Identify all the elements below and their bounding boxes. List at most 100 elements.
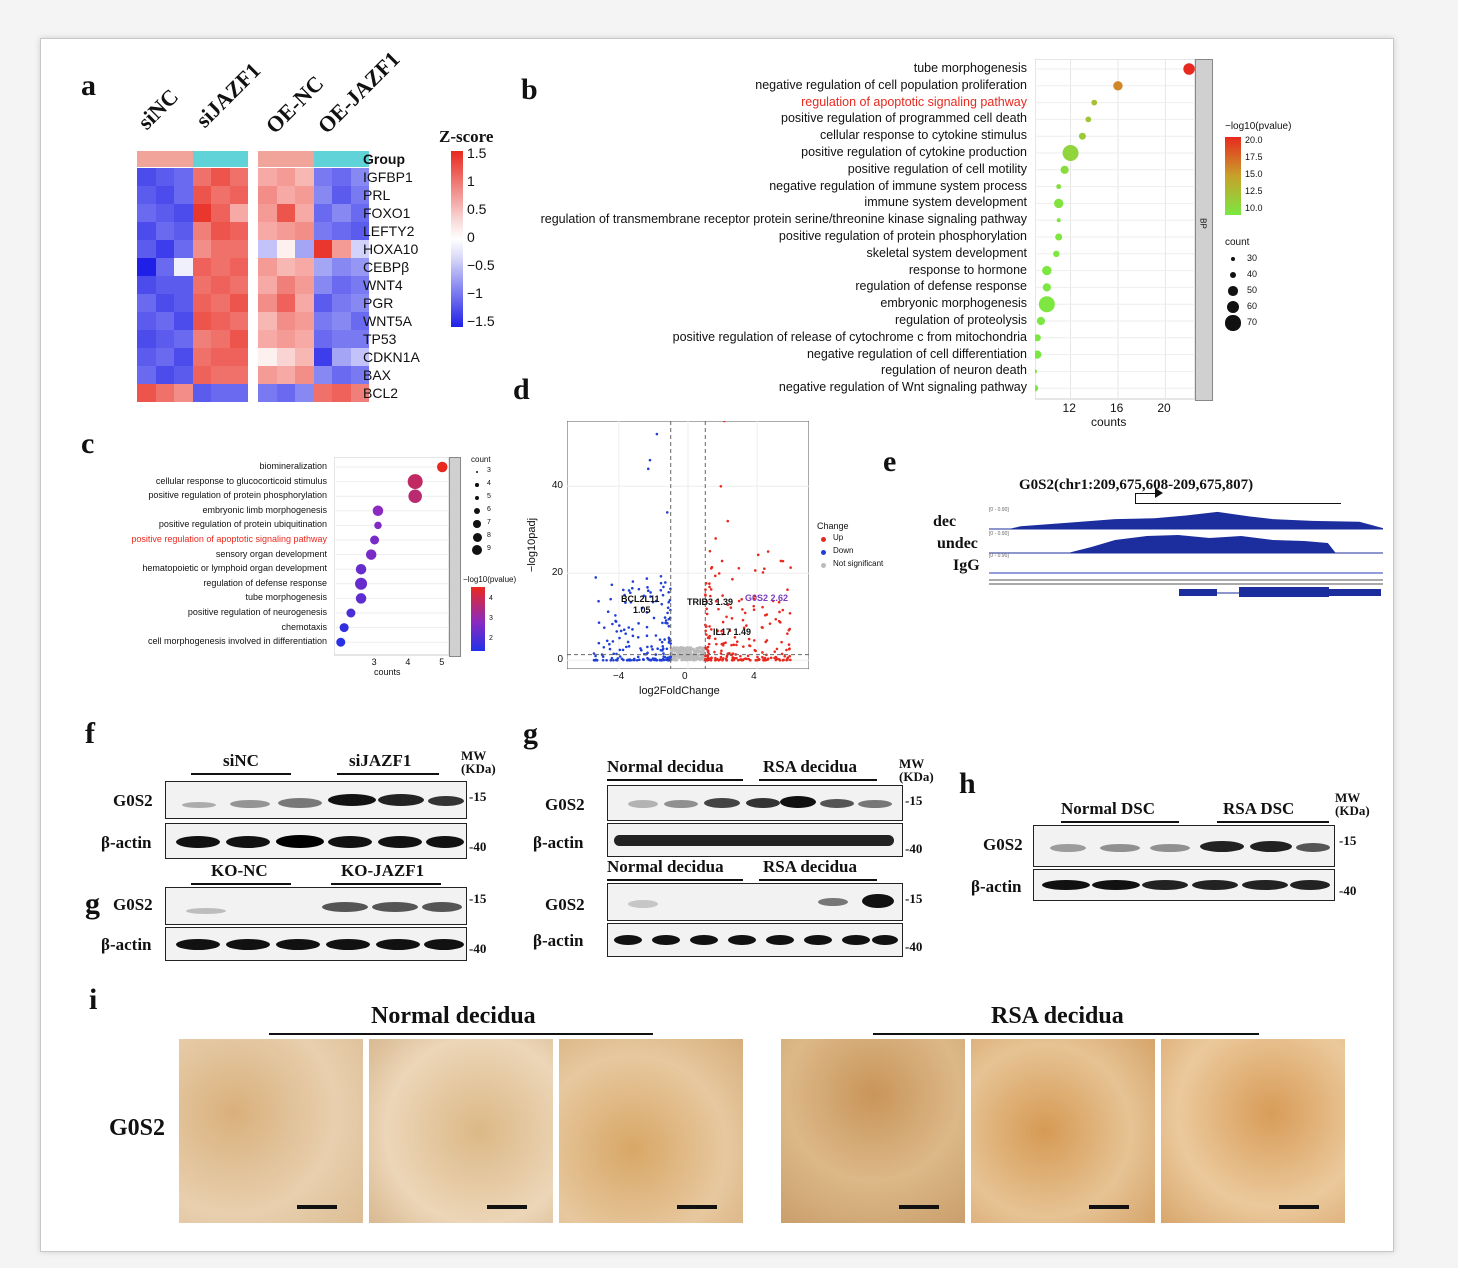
heatmap-cell [313,330,332,348]
figure: a siNC siJAZF1 OE-NC OE-JAZF1 Group IGFB… [40,38,1394,1252]
heatmap-cell [350,240,369,258]
x-tick: 20 [1157,401,1171,415]
volcano-point [636,655,640,659]
volcano-point [787,643,791,646]
volcano-point [708,634,711,638]
volcano-point [664,619,668,622]
f-group-kojazf1: KO-JAZF1 [341,861,425,880]
go-term-label: cellular response to glucocorticoid stim… [155,475,327,486]
heatmap-cell [192,330,211,348]
heatmap-cell [211,294,230,312]
go-term-label: hematopoietic or lymphoid organ developm… [142,563,327,574]
volcano-point [723,421,726,423]
h-row-actin: β-actin [971,877,1022,896]
g-row-actin-1: β-actin [533,833,584,852]
volcano-point [719,484,723,488]
size-tick: 60 [1247,301,1258,311]
col-label-sijazf1: siJAZF1 [190,57,266,133]
volcano-point [713,574,717,578]
volcano-point [667,600,671,604]
annot-g0s2: G0S2 2.62 [745,593,789,603]
heatmap-cell [313,168,332,186]
volcano-point [785,648,788,652]
volcano-point [762,658,766,661]
go-dot [1078,132,1086,140]
volcano-point [638,658,641,662]
heatmap-cell [350,186,369,204]
volcano-point [601,658,605,662]
go-term-label: chemotaxis [281,621,327,632]
heatmap-cell [137,276,156,294]
volcano-point [714,656,717,660]
gene-label: CDKN1A [363,349,420,365]
volcano-point [609,597,612,601]
volcano-point [721,620,725,624]
volcano-point [637,622,640,625]
volcano-point [706,636,710,640]
heatmap-cell [258,168,277,186]
h-blot-g0s2 [1033,825,1335,867]
volcano-point [602,645,606,649]
heatmap-cell [295,294,314,312]
heatmap-cell [276,186,295,204]
g-group-rsa-1-bar [759,779,877,781]
heatmap-cell [258,186,277,204]
panel-d-volcano-plot [567,421,809,669]
heatmap-cell [332,312,351,330]
heatmap-cell [295,348,314,366]
volcano-point [624,601,627,604]
go-dot [1055,233,1063,241]
ihc-image-rsa-2 [971,1039,1155,1223]
heatmap-cell [295,330,314,348]
heatmap-cell [155,366,174,384]
x-tick: 3 [371,657,377,667]
panel-e-letter: e [883,445,897,478]
volcano-point [761,651,764,654]
volcano-point [722,657,725,660]
heatmap-cell [137,366,156,384]
volcano-point [740,597,744,601]
volcano-point [709,567,713,570]
color-tick: 20.0 [1245,135,1263,145]
heatmap-cell [137,330,156,348]
go-dot [1113,81,1123,91]
heatmap-cell [276,204,295,222]
heatmap-cell [229,240,248,258]
f-group-konc-bar [191,883,291,885]
zscore-ticks: 1.5 1 0.5 0 −0.5 −1 −1.5 [467,145,517,329]
gene-label: PRL [363,187,391,203]
heatmap-cell [192,276,211,294]
volcano-point [608,642,611,646]
heatmap-cell [258,240,277,258]
plot-background [1035,59,1195,400]
volcano-point [646,589,650,593]
volcano-point [656,647,659,651]
heatmap-cell [192,384,211,402]
volcano-point [763,613,767,617]
group-label: Group [363,151,405,167]
volcano-point [660,640,664,644]
go-dot [339,623,349,633]
panel-c-letter: c [81,427,95,460]
volcano-point [605,639,609,643]
volcano-point [649,591,652,594]
volcano-point [625,645,628,649]
g-group-rsa-1: RSA decidua [763,757,857,776]
go-dot [1035,334,1041,342]
volcano-point [780,640,783,644]
heatmap-cell [295,204,314,222]
color-tick: 2 [489,635,493,642]
heatmap-cell [192,240,211,258]
go-term-label: positive regulation of apoptotic signali… [131,534,327,544]
heatmap-cell [192,186,211,204]
volcano-point [669,655,672,659]
heatmap-cell [313,384,332,402]
heatmap-cell [155,294,174,312]
volcano-point [698,657,702,661]
volcano-point [615,630,619,633]
h-mw-1: -15 [1339,833,1357,848]
go-term-label: tube morphogenesis [913,61,1027,75]
heatmap-cell [211,240,230,258]
track-label-dec: dec [933,513,957,530]
heatmap-cell [174,222,193,240]
